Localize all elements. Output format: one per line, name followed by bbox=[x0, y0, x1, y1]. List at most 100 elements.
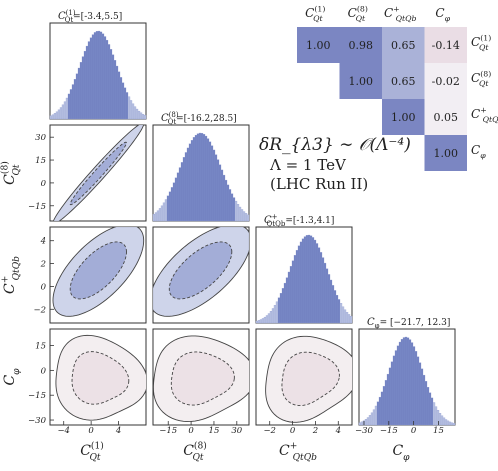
ylabel-1-sub: Qt bbox=[12, 164, 22, 175]
hist-bar bbox=[244, 213, 248, 222]
hist-bar bbox=[305, 235, 309, 324]
hist-bar bbox=[416, 356, 420, 426]
xtick-label: −2 bbox=[263, 426, 276, 436]
hist-bar bbox=[285, 277, 289, 324]
hist-bar bbox=[347, 314, 351, 324]
xticks-3: −30 −15 0 15 bbox=[355, 421, 444, 436]
hist-panel-3 bbox=[358, 328, 456, 426]
contour-panel-2-1 bbox=[152, 226, 250, 324]
hist-bar bbox=[368, 415, 372, 426]
hist-title-text-3: Cφ= [−21.7, 12.3] bbox=[367, 317, 450, 330]
hist-bar bbox=[297, 245, 301, 324]
ylabel-2-sub: QtQb bbox=[12, 256, 22, 281]
hist-title-sup: (1) bbox=[66, 9, 76, 17]
hist-bar bbox=[394, 350, 398, 426]
corr-row-header-1: C(8) Qt bbox=[471, 70, 491, 89]
xlabel-0-symbol: C bbox=[80, 443, 91, 459]
hist-bar bbox=[182, 157, 186, 222]
hist-bar bbox=[232, 197, 236, 222]
hist-bar bbox=[168, 191, 172, 222]
xtick-label: 0 bbox=[188, 426, 194, 436]
hist-bar bbox=[81, 56, 85, 120]
hist-bar bbox=[228, 189, 232, 222]
corner-panels bbox=[49, 22, 456, 426]
corr-col-header-2-sub: QtQb bbox=[396, 14, 417, 23]
hist-bar bbox=[121, 82, 125, 120]
hist-bar bbox=[366, 417, 370, 426]
hist-bar bbox=[226, 184, 230, 222]
hist-bar bbox=[339, 303, 343, 324]
hist-bar bbox=[95, 31, 99, 120]
hist-bar bbox=[325, 268, 329, 324]
hist-bar bbox=[109, 49, 113, 120]
hist-bar bbox=[222, 174, 226, 222]
xtick-label: −30 bbox=[355, 426, 374, 436]
hist-bar bbox=[184, 152, 188, 222]
contour-group bbox=[52, 125, 145, 221]
corr-row-header-3: Cφ bbox=[471, 143, 486, 160]
annotation-block: δR_{λ3} ∼ 𝒪(Λ⁻⁴) Λ = 1 TeV (LHC Run II) bbox=[259, 135, 411, 193]
correlation-matrix: 1.00 0.98 0.65 -0.14 1.00 0.65 -0.02 1.00 0.05 1.… bbox=[297, 5, 498, 171]
ylabel-1-sup: (8) bbox=[0, 161, 11, 174]
hist-bar bbox=[164, 199, 168, 222]
hist-bar bbox=[440, 415, 444, 426]
hist-bar bbox=[65, 97, 69, 120]
xlabel-0: C(1) Qt bbox=[80, 441, 104, 463]
hist-bar bbox=[287, 271, 291, 324]
corr-cell-fill bbox=[424, 27, 467, 63]
contour-panel-3-0 bbox=[49, 328, 147, 426]
xtick-label: 2 bbox=[312, 426, 318, 436]
contour-panel-3-1 bbox=[152, 328, 250, 426]
hist-bar bbox=[152, 214, 156, 222]
hist-bar bbox=[174, 177, 178, 222]
hist-bar bbox=[408, 339, 412, 426]
corr-row-header-2-symbol: C bbox=[471, 107, 480, 121]
hist-bar bbox=[246, 214, 250, 222]
corr-row-header-0: C(1) Qt bbox=[471, 34, 491, 53]
hist-bar bbox=[388, 367, 392, 426]
hist-bar bbox=[277, 297, 281, 324]
hist-bar bbox=[255, 320, 259, 324]
hist-bar bbox=[236, 204, 240, 222]
hist-bar bbox=[202, 134, 206, 222]
hist-bar bbox=[263, 316, 267, 324]
hist-bar bbox=[424, 381, 428, 426]
corr-cell-fill bbox=[424, 135, 467, 171]
corr-col-header-1-symbol: C bbox=[348, 6, 357, 20]
hist-bar bbox=[410, 342, 414, 426]
hist-bar bbox=[392, 355, 396, 426]
corr-cell-fill bbox=[382, 27, 425, 63]
xtick-label: −15 bbox=[159, 426, 177, 436]
xtick-label: −4 bbox=[57, 426, 70, 436]
hist-bar bbox=[160, 205, 164, 222]
xticks-0: −4 0 4 bbox=[57, 421, 121, 436]
corr-row-header-3-symbol: C bbox=[471, 143, 480, 157]
hist-bar bbox=[194, 134, 198, 222]
hist-title-2: C+ QtQb=[-1.3,4.1] bbox=[264, 213, 334, 228]
corr-row-header-0-sub: Qt bbox=[479, 43, 489, 52]
ylabel-2-sup: + bbox=[1, 276, 11, 284]
corr-cell-3-3: 1.00 bbox=[424, 135, 467, 171]
ytick-label: 4 bbox=[40, 237, 46, 247]
hist-bar bbox=[113, 60, 117, 120]
hist-bar bbox=[139, 112, 143, 120]
hist-bar bbox=[143, 115, 147, 120]
xlabel-1-symbol: C bbox=[183, 443, 194, 459]
corr-cell-fill bbox=[297, 27, 340, 63]
hist-bar bbox=[404, 336, 408, 426]
corr-row-header-1-text: C(8) Qt bbox=[471, 70, 491, 89]
hist-bar bbox=[216, 159, 220, 222]
contour-panel-2-0 bbox=[49, 226, 147, 324]
hist-bar bbox=[125, 92, 129, 120]
hist-bar bbox=[273, 305, 277, 324]
hist-bar bbox=[188, 143, 192, 222]
xlabel-2: C+ QtQb bbox=[279, 442, 317, 463]
hist-bar bbox=[67, 93, 71, 120]
contour-68 bbox=[71, 351, 130, 405]
annotation-line-3: (LHC Run II) bbox=[270, 175, 368, 193]
hist-title-range: =[-1.3,4.1] bbox=[285, 216, 334, 226]
hist-bar bbox=[259, 319, 263, 324]
xticks-2: −2 0 2 4 bbox=[263, 421, 341, 436]
hist-bar bbox=[77, 67, 81, 120]
corr-row-header-0-symbol: C bbox=[471, 35, 480, 49]
